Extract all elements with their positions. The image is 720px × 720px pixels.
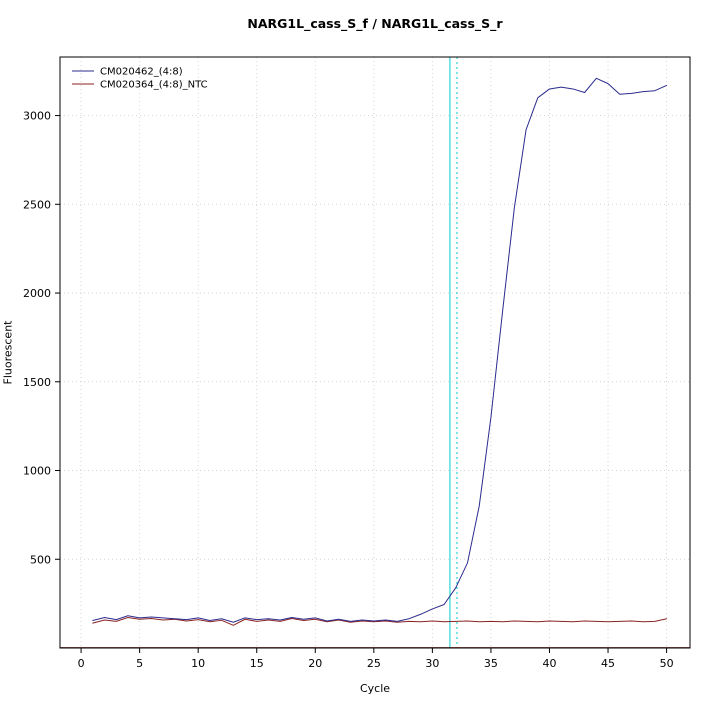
x-tick-label: 50 [660,657,674,670]
x-tick-label: 40 [542,657,556,670]
legend-label: CM020462_(4:8) [100,67,183,78]
series-line [92,616,668,626]
series-line [92,77,668,623]
legend-label: CM020364_(4:8)_NTC [100,80,208,91]
y-tick-label: 1500 [23,376,51,389]
x-tick-label: 30 [425,657,439,670]
x-tick-label: 0 [78,657,85,670]
x-tick-label: 45 [601,657,615,670]
y-tick-label: 3000 [23,110,51,123]
y-tick-label: 2000 [23,287,51,300]
x-tick-label: 10 [191,657,205,670]
y-tick-label: 500 [30,553,51,566]
y-tick-label: 1000 [23,465,51,478]
plot-border [59,56,691,649]
x-tick-label: 15 [250,657,264,670]
chart-title: NARG1L_cass_S_f / NARG1L_cass_S_r [247,16,503,31]
x-tick-label: 5 [136,657,143,670]
y-tick-label: 2500 [23,198,51,211]
x-tick-label: 20 [308,657,322,670]
x-axis-label: Cycle [359,682,391,695]
x-tick-label: 35 [484,657,498,670]
x-tick-label: 25 [367,657,381,670]
